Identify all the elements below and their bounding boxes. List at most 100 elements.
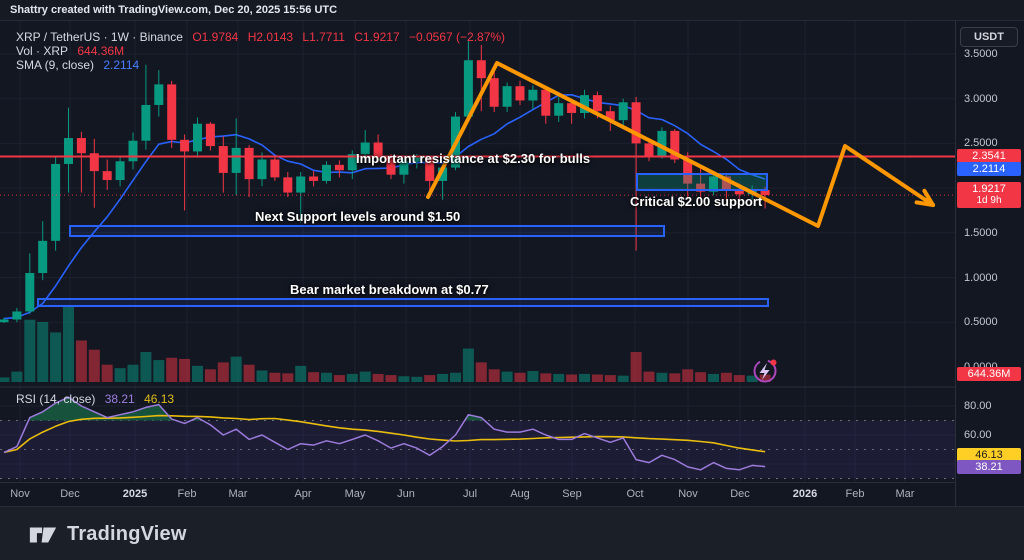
candle-body (115, 161, 125, 181)
sma-legend-row[interactable]: SMA (9, close) 2.2114 (16, 58, 145, 72)
candle-body (270, 159, 280, 178)
candle-body (193, 123, 202, 152)
volume-bar (617, 375, 629, 382)
volume-bar (333, 375, 345, 382)
credit-header: Shattry created with TradingView.com, De… (0, 0, 1024, 21)
volume-bar (230, 356, 242, 382)
volume-bar (50, 332, 62, 382)
candle-body (102, 171, 112, 181)
volume-bar (372, 373, 384, 382)
chart-canvas[interactable] (0, 0, 1024, 507)
trend-arrowhead (914, 200, 935, 207)
candle-body (296, 176, 306, 193)
candle-body (631, 102, 641, 144)
time-axis[interactable]: Nov Dec 2025 Feb Mar Apr May Jun Jul Aug Sep Oct Nov… (0, 482, 955, 507)
volume-bar (437, 373, 449, 382)
candle-body (373, 142, 383, 157)
volume-bar (540, 373, 552, 382)
volume-bar (385, 375, 397, 382)
volume-bar (591, 374, 603, 382)
volume-bar (24, 319, 36, 382)
rsi-legend-row[interactable]: RSI (14, close) 38.21 46.13 (16, 392, 180, 406)
volume-bar (488, 369, 500, 382)
price-tick-label: 1.5000 (964, 226, 998, 239)
time-tick-label: Dec (730, 488, 750, 500)
tradingview-logo[interactable]: TradingView (28, 519, 187, 549)
candle-body (541, 89, 551, 116)
rsi-tick-label: 80.00 (964, 400, 992, 412)
support-zone-150 (69, 225, 665, 237)
candle-body (412, 157, 422, 162)
volume-label: Vol · XRP (16, 44, 69, 58)
rsi-ma-value: 46.13 (144, 392, 175, 406)
time-tick-label: Feb (845, 488, 865, 500)
volume-bar (720, 372, 732, 382)
volume-bar (630, 352, 642, 382)
candle-body (322, 164, 331, 181)
volume-bar (192, 365, 203, 382)
price-axis[interactable]: USDT 3.50003.00002.50002.00001.50001.000… (955, 21, 1024, 506)
candle-body (554, 103, 564, 116)
axis-badge-1.9217: 1.9217 1d 9h (957, 182, 1021, 209)
candle-body (64, 138, 73, 164)
annotation-critical-200[interactable]: Critical $2.00 support (630, 194, 763, 209)
volume-legend-row[interactable]: Vol · XRP 644.36M (16, 44, 130, 58)
volume-bar (514, 372, 526, 382)
candle-body (76, 138, 86, 154)
bar-countdown: 1d 9h (976, 195, 1002, 207)
candle-body (167, 84, 177, 140)
time-tick-label: 2026 (792, 488, 818, 500)
volume-bar (656, 372, 668, 382)
candle-body (257, 159, 267, 180)
volume-bar (579, 373, 590, 382)
candle-body (231, 147, 241, 173)
boost-circle-icon (753, 359, 777, 383)
annotation-support-150[interactable]: Next Support levels around $1.50 (255, 209, 461, 224)
time-tick-label: Jun (397, 488, 415, 500)
candle-body (309, 176, 319, 181)
volume-bar (553, 373, 565, 382)
annotation-resistance-230[interactable]: Important resistance at $2.30 for bulls (356, 151, 591, 166)
annotation-breakdown-077[interactable]: Bear market breakdown at $0.77 (290, 282, 489, 297)
volume-bar (308, 372, 320, 382)
candle-body (386, 156, 396, 175)
symbol-legend-row[interactable]: XRP / TetherUS · 1W · Binance O1.9784 H2… (16, 30, 511, 44)
candle-body (128, 140, 138, 162)
critical-zone-200 (636, 173, 768, 191)
candle-body (709, 176, 718, 192)
sma-label: SMA (9, close) (16, 58, 95, 72)
candle-body (463, 60, 473, 117)
candle-body (0, 319, 9, 323)
ohlc-low: L1.7711 (302, 30, 345, 44)
volume-bar (746, 375, 758, 382)
ohlc-high: H2.0143 (247, 30, 294, 44)
rsi-label: RSI (14, close) (16, 392, 96, 406)
candle-body (283, 177, 293, 193)
candle-body (218, 146, 228, 173)
volume-bar (140, 352, 152, 382)
candle-body (12, 311, 22, 320)
time-tick-label: Nov (10, 488, 30, 500)
price-tick-label: 1.0000 (964, 271, 998, 284)
volume-bar (204, 369, 216, 382)
rsi-band (0, 420, 955, 479)
volume-bar (0, 377, 10, 382)
volume-bar (269, 372, 281, 382)
candle-body (89, 153, 99, 172)
time-tick-label: Sep (562, 488, 582, 500)
volume-bar (101, 364, 113, 382)
currency-toggle-button[interactable]: USDT (960, 27, 1018, 47)
price-tick-label: 3.0000 (964, 92, 998, 105)
volume-bar (759, 374, 771, 382)
symbol-title: XRP / TetherUS · 1W · Binance (16, 30, 183, 44)
volume-bar (462, 348, 474, 382)
candle-body (244, 147, 254, 180)
volume-bar (75, 340, 87, 382)
volume-bar (282, 373, 294, 382)
candle-body (489, 78, 499, 107)
axis-badge-2.2114: 2.2114 (957, 162, 1021, 177)
volume-bar (669, 373, 681, 382)
time-tick-label: Apr (294, 488, 312, 500)
candle-body (360, 142, 370, 155)
time-tick-label: Oct (626, 488, 644, 500)
